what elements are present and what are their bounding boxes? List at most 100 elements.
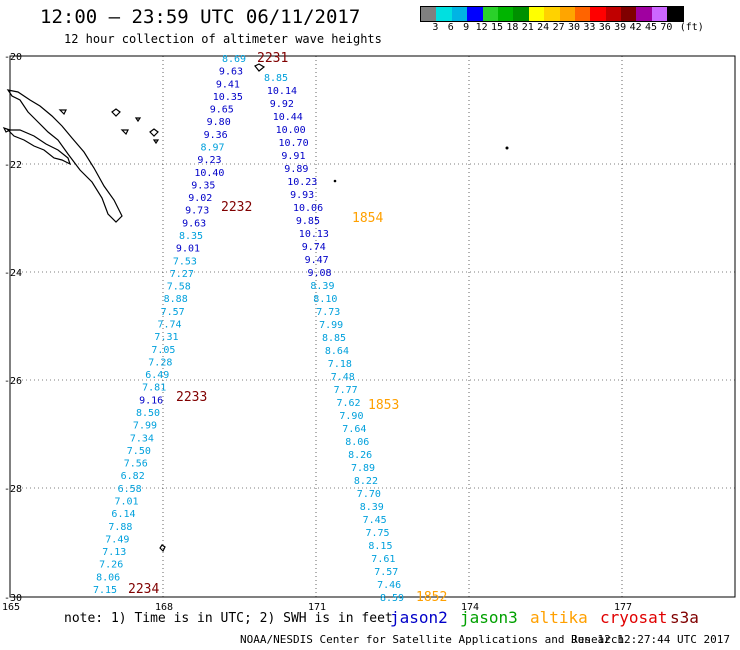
wave-height-value: 7.61 xyxy=(371,554,395,565)
wave-height-value: 9.23 xyxy=(197,155,221,166)
pass-label: 2232 xyxy=(221,200,252,215)
scale-swatch xyxy=(574,7,591,21)
wave-height-value: 10.70 xyxy=(279,138,309,149)
wave-height-value: 8.06 xyxy=(96,572,120,583)
wave-height-value: 7.49 xyxy=(105,534,129,545)
scale-label: 36 xyxy=(598,22,611,33)
scale-swatch xyxy=(421,7,437,21)
wave-height-value: 6.58 xyxy=(118,484,142,495)
wave-height-value: 6.82 xyxy=(121,471,145,482)
wave-height-value: 8.88 xyxy=(164,294,188,305)
pass-label: 2233 xyxy=(176,390,207,405)
wave-height-value: 7.31 xyxy=(154,332,178,343)
wave-height-value: 9.80 xyxy=(207,117,231,128)
wave-height-value: 8.39 xyxy=(360,502,384,513)
wave-height-value: 7.05 xyxy=(151,345,175,356)
scale-swatch xyxy=(528,7,545,21)
wave-height-value: 8.85 xyxy=(264,73,288,84)
wave-height-value: 9.02 xyxy=(188,193,212,204)
pass-label: 2234 xyxy=(128,582,159,597)
satellite-legend-item: jason2 xyxy=(390,608,448,627)
scale-label: 15 xyxy=(490,22,504,33)
wave-height-value: 7.53 xyxy=(173,256,197,267)
map-frame xyxy=(9,55,736,598)
wave-height-value: 7.90 xyxy=(339,411,363,422)
scale-label: 6 xyxy=(447,22,454,33)
longitude-label: 177 xyxy=(614,602,632,613)
scale-label: 3 xyxy=(432,22,439,33)
wave-height-value: 7.26 xyxy=(99,560,123,571)
wave-height-value: 7.45 xyxy=(363,515,387,526)
wave-height-value: 9.01 xyxy=(176,244,200,255)
map-title: 12:00 – 23:59 UTC 06/11/2017 xyxy=(40,6,361,28)
scale-label: 39 xyxy=(614,22,627,33)
scale-swatch xyxy=(451,7,468,21)
wave-height-value: 7.34 xyxy=(130,433,154,444)
latitude-label: -20 xyxy=(4,52,22,63)
wave-height-value: 7.56 xyxy=(124,459,148,470)
wave-height-value: 9.35 xyxy=(191,180,215,191)
wave-height-value: 10.44 xyxy=(273,112,303,123)
wave-height-value: 8.35 xyxy=(179,231,203,242)
longitude-label: 165 xyxy=(2,602,20,613)
wave-height-value: 6.14 xyxy=(111,509,135,520)
wave-height-value: 10.06 xyxy=(293,203,323,214)
wave-height-value: 7.57 xyxy=(161,307,185,318)
scale-label: 70 xyxy=(660,22,673,33)
satellite-legend-item: altika xyxy=(530,608,588,627)
wave-height-value: 7.64 xyxy=(342,424,366,435)
pass-label: 1852 xyxy=(416,590,447,605)
wave-height-value: 8.06 xyxy=(345,437,369,448)
wave-height-value: 8.15 xyxy=(368,541,392,552)
wave-height-value: 7.57 xyxy=(374,567,398,578)
longitude-label: 174 xyxy=(461,602,479,613)
wave-height-value: 8.59 xyxy=(380,593,404,604)
scale-swatch xyxy=(636,7,652,21)
small-island xyxy=(505,146,509,150)
wave-height-value: 9.41 xyxy=(216,79,240,90)
wave-height-value: 6.49 xyxy=(145,370,169,381)
scale-swatch xyxy=(667,7,683,21)
wave-height-value: 7.48 xyxy=(331,372,355,383)
wave-height-value: 8.64 xyxy=(325,346,349,357)
wave-height-value: 10.14 xyxy=(267,86,297,97)
latitude-labels: -20 -22 -24 -26 -28 -30 xyxy=(4,52,22,604)
wave-height-value: 7.89 xyxy=(351,463,375,474)
wave-height-value: 8.22 xyxy=(354,476,378,487)
wave-height-value: 9.65 xyxy=(210,105,234,116)
scale-label: 18 xyxy=(506,22,519,33)
wave-height-value: 9.63 xyxy=(219,67,243,78)
wave-height-value: 9.36 xyxy=(204,130,228,141)
wave-height-value: 8.10 xyxy=(313,294,337,305)
wave-height-color-scale xyxy=(420,6,684,22)
wave-height-value: 9.63 xyxy=(182,218,206,229)
wave-height-value: 7.15 xyxy=(93,585,117,596)
wave-height-value: 7.88 xyxy=(108,522,132,533)
pass-label: 1853 xyxy=(368,398,399,413)
wave-height-value: 9.89 xyxy=(284,164,308,175)
scale-swatch xyxy=(605,7,622,21)
wave-height-value: 7.13 xyxy=(102,547,126,558)
wave-height-value: 9.16 xyxy=(139,395,163,406)
scale-label: 24 xyxy=(537,22,550,33)
wave-height-value: 9.73 xyxy=(185,206,209,217)
scale-swatch xyxy=(590,7,606,21)
wave-height-value: 7.50 xyxy=(127,446,151,457)
wave-height-value: 8.39 xyxy=(310,281,334,292)
wave-height-value: 10.13 xyxy=(299,229,329,240)
latitude-label: -22 xyxy=(4,160,22,171)
scale-swatch xyxy=(482,7,498,21)
wave-height-value: 9.85 xyxy=(296,216,320,227)
coastline xyxy=(2,63,266,553)
wave-height-value: 8.69 xyxy=(222,54,246,65)
wave-height-value: 7.18 xyxy=(328,359,352,370)
satellite-legend-item: jason3 xyxy=(460,608,518,627)
wave-height-value: 9.92 xyxy=(270,99,294,110)
wave-height-value: 7.70 xyxy=(357,489,381,500)
longitude-label: 171 xyxy=(308,602,326,613)
wave-height-value: 7.99 xyxy=(319,320,343,331)
scale-label: 42 xyxy=(629,22,642,33)
footer-credit: NOAA/NESDIS Center for Satellite Applica… xyxy=(240,633,625,646)
wave-height-value: 7.81 xyxy=(142,383,166,394)
wave-height-value: 7.99 xyxy=(133,421,157,432)
